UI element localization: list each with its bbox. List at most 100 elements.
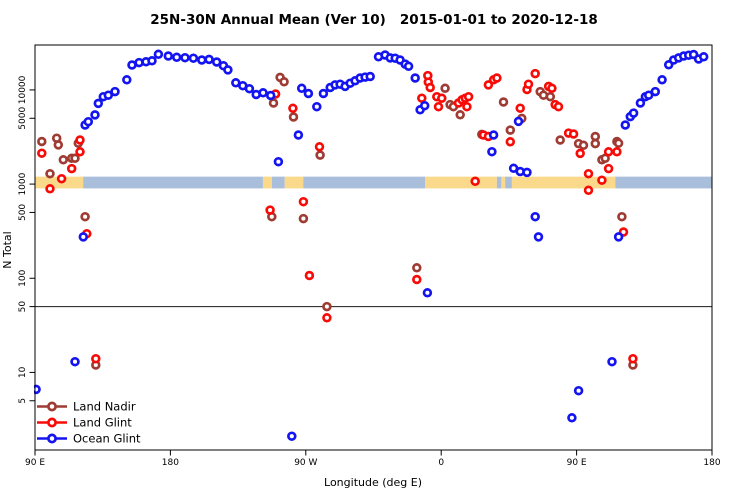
legend-item: Land Nadir [37,400,136,414]
legend-marker-circle [47,433,57,444]
legend-label: Ocean Glint [73,432,141,446]
data-point [412,274,422,285]
data-point [298,196,309,207]
y-tick-label: 5000 [18,107,28,130]
y-tick-label: 10 [18,366,28,378]
data-point [555,135,565,145]
data-point [314,142,325,152]
data-point [268,98,279,108]
data-point [505,137,516,147]
data-point [620,120,631,130]
data-point [635,98,646,108]
map-band-segment-ocean [505,176,512,189]
data-point [613,138,624,148]
data-point [488,130,499,140]
data-point [37,148,47,158]
data-point [34,384,41,395]
data-point [258,88,268,98]
x-axis: 90 E 180 90 W 0 90 E 180 [25,450,721,468]
data-point [223,65,233,75]
data-point [265,205,275,215]
data-point [365,71,375,82]
data-point [147,56,157,66]
legend-label: Land Glint [73,416,132,430]
y-tick-label: 1000 [18,172,28,195]
data-point [197,55,207,65]
chart-title: 25N-30N Annual Mean (Ver 10) 2015-01-01 … [150,12,597,28]
data-point [153,49,164,60]
data-point [78,232,89,242]
data-point [578,140,589,151]
data-point [643,90,654,100]
data-point [498,97,509,107]
data-point [293,130,304,140]
data-point [455,110,465,120]
data-point [75,147,85,157]
data-point [204,54,214,65]
x-tick-label: 90 W [294,458,317,468]
legend-marker-circle [47,401,57,412]
plot-border [34,44,713,451]
data-point [171,52,182,63]
data-point [590,138,601,149]
x-tick-label: 90 E [25,458,45,468]
data-point [440,83,450,94]
data-point [603,147,614,157]
series-land-glint [37,68,638,364]
data-point [617,211,627,222]
data-point [322,301,332,312]
legend: Land Nadir Land Glint Ocean Glint [37,400,141,446]
data-point [303,88,314,99]
data-point [304,270,315,281]
y-axis-title: N Total [1,231,14,268]
data-point [522,167,532,178]
data-point [287,431,297,441]
y-tick-label: 5 [18,398,28,404]
y-tick-label: 100 [18,269,28,286]
map-band-segment-ocean [496,176,502,189]
data-point [575,148,585,159]
data-point [58,155,69,165]
map-band-segment-ocean [271,176,285,189]
data-point [279,77,289,87]
data-point [37,136,47,147]
map-band-segment-land [501,176,506,189]
data-point [612,147,622,157]
data-point [487,146,497,157]
map-band-segment-ocean [615,176,712,189]
data-point [515,103,525,113]
map-band-segment-ocean [303,176,426,189]
data-point [66,163,77,174]
data-point [315,150,325,160]
data-point [91,353,101,364]
data-point [288,103,298,114]
data-point [75,135,85,145]
data-point [180,52,190,63]
data-point [265,90,276,101]
data-point [657,75,667,85]
series-ocean-glint [34,49,709,441]
data-point [122,75,132,85]
data-point [513,116,524,127]
data-point [273,156,284,167]
legend-label: Land Nadir [73,400,136,414]
data-point [545,91,556,102]
x-tick-label: 180 [162,458,179,468]
data-point [628,353,638,364]
y-tick-label: 10000 [18,75,28,104]
data-points [34,49,709,441]
data-point [90,110,100,120]
data-point [505,125,516,135]
data-point [583,185,594,196]
data-point [244,83,255,94]
data-point [628,108,639,118]
x-tick-label: 180 [703,458,720,468]
data-point [93,98,104,109]
data-point [403,61,414,72]
x-axis-title: Longitude (deg E) [324,476,422,489]
land-ocean-band [35,176,712,189]
map-band-segment-land [262,176,272,189]
data-point [433,101,444,112]
